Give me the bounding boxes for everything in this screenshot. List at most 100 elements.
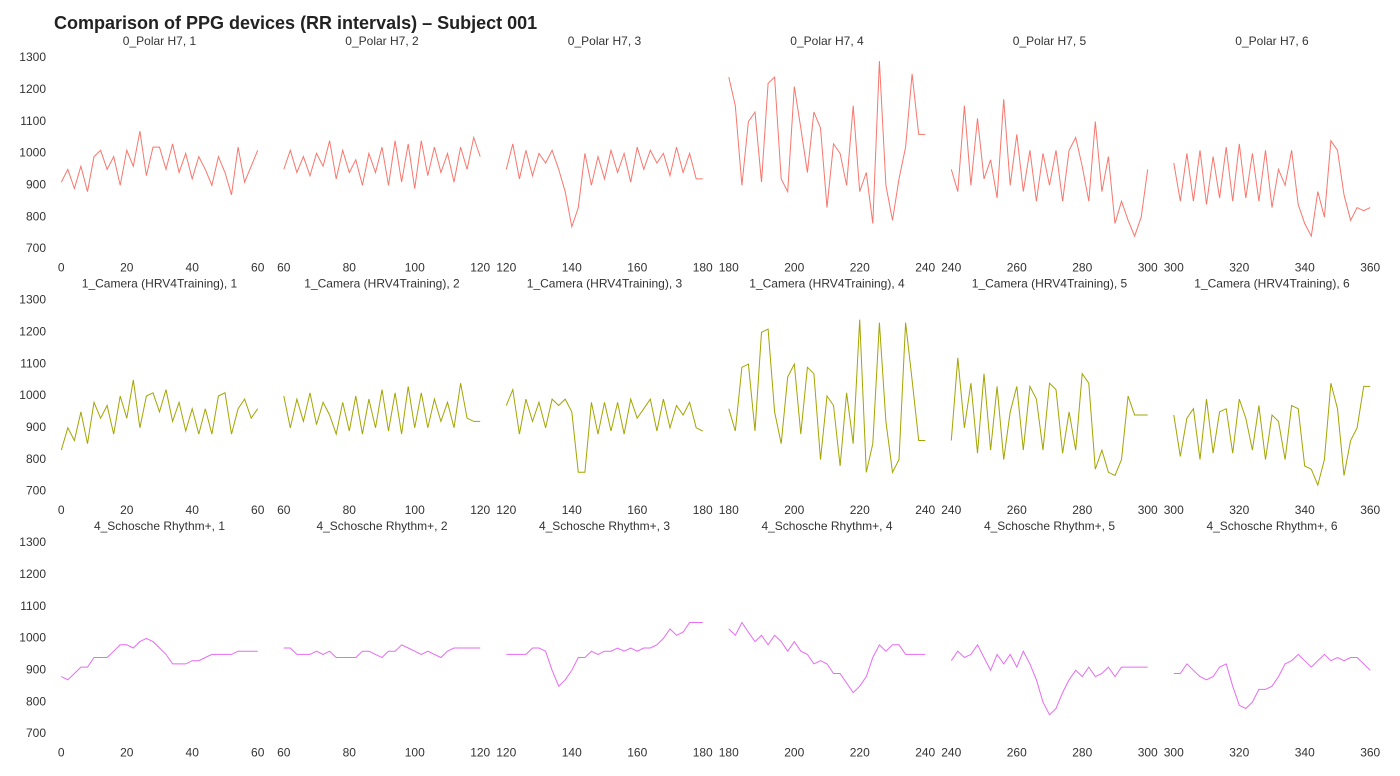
x-tick-label: 280 <box>1072 745 1092 759</box>
x-tick-label: 60 <box>277 260 291 274</box>
x-tick-label: 260 <box>1007 745 1027 759</box>
x-tick-label: 60 <box>277 745 291 759</box>
y-tick-label: 700 <box>26 484 46 498</box>
x-tick-label: 240 <box>915 260 935 274</box>
x-tick-label: 300 <box>1164 260 1184 274</box>
x-tick-label: 240 <box>941 260 961 274</box>
line-series <box>283 135 481 189</box>
x-tick-label: 300 <box>1164 503 1184 517</box>
line-series <box>505 387 703 473</box>
x-tick-label: 260 <box>1007 260 1027 274</box>
x-tick-label: 180 <box>719 745 739 759</box>
x-tick-label: 80 <box>343 503 357 517</box>
panel-title: 4_Schosche Rhythm+, 3 <box>539 519 670 533</box>
x-tick-label: 220 <box>850 745 870 759</box>
panel-title: 0_Polar H7, 5 <box>1013 34 1087 48</box>
line-series <box>61 637 258 681</box>
panel-title: 0_Polar H7, 1 <box>123 34 197 48</box>
x-tick-label: 360 <box>1360 745 1380 759</box>
x-tick-label: 360 <box>1360 260 1380 274</box>
x-tick-label: 240 <box>941 503 961 517</box>
x-tick-label: 280 <box>1072 503 1092 517</box>
panel-title: 1_Camera (HRV4Training), 6 <box>1194 276 1350 290</box>
x-tick-label: 320 <box>1229 745 1249 759</box>
panel-title: 1_Camera (HRV4Training), 2 <box>304 276 460 290</box>
y-tick-label: 1300 <box>19 535 46 549</box>
x-tick-label: 100 <box>405 503 425 517</box>
x-tick-label: 40 <box>186 745 200 759</box>
line-series <box>728 319 926 474</box>
x-tick-label: 0 <box>58 260 65 274</box>
x-tick-label: 300 <box>1138 745 1158 759</box>
y-tick-label: 1300 <box>19 293 46 307</box>
panel-title: 4_Schosche Rhythm+, 5 <box>984 519 1115 533</box>
x-tick-label: 280 <box>1072 260 1092 274</box>
y-tick-label: 700 <box>26 241 46 255</box>
x-tick-label: 320 <box>1229 260 1249 274</box>
y-tick-label: 1100 <box>20 356 46 370</box>
x-tick-label: 160 <box>627 745 647 759</box>
line-series <box>950 357 1148 477</box>
panel-title: 1_Camera (HRV4Training), 4 <box>749 276 905 290</box>
line-series <box>60 131 259 195</box>
y-tick-label: 1100 <box>20 114 46 128</box>
panel-title: 0_Polar H7, 6 <box>1235 34 1309 48</box>
x-tick-label: 120 <box>470 260 490 274</box>
x-tick-label: 120 <box>496 260 516 274</box>
x-tick-label: 0 <box>58 745 65 759</box>
x-tick-label: 220 <box>850 503 870 517</box>
x-tick-label: 180 <box>719 503 739 517</box>
line-series <box>1173 653 1371 710</box>
x-tick-label: 60 <box>251 503 265 517</box>
x-tick-label: 40 <box>186 260 200 274</box>
line-series <box>60 379 259 451</box>
x-tick-label: 120 <box>470 745 490 759</box>
panel-title: 4_Schosche Rhythm+, 4 <box>761 519 892 533</box>
x-tick-label: 300 <box>1164 745 1184 759</box>
y-tick-label: 1000 <box>19 146 46 160</box>
x-tick-label: 60 <box>277 503 291 517</box>
line-series <box>283 644 481 659</box>
y-tick-label: 800 <box>26 452 46 466</box>
x-tick-label: 80 <box>343 260 357 274</box>
x-tick-label: 200 <box>784 503 804 517</box>
x-tick-label: 100 <box>405 260 425 274</box>
x-tick-label: 180 <box>693 745 713 759</box>
x-tick-label: 60 <box>251 260 265 274</box>
y-tick-label: 1000 <box>19 388 46 402</box>
x-tick-label: 0 <box>58 503 65 517</box>
x-tick-label: 20 <box>120 260 134 274</box>
x-tick-label: 340 <box>1295 745 1315 759</box>
chart-title: Comparison of PPG devices (RR intervals)… <box>54 13 537 33</box>
panel-title: 1_Camera (HRV4Training), 3 <box>527 276 683 290</box>
panel-title: 1_Camera (HRV4Training), 5 <box>972 276 1128 290</box>
line-series <box>1173 383 1371 487</box>
y-tick-label: 1200 <box>19 324 46 338</box>
x-tick-label: 40 <box>186 503 200 517</box>
x-tick-label: 100 <box>405 745 425 759</box>
x-tick-label: 220 <box>850 260 870 274</box>
y-tick-label: 900 <box>26 420 46 434</box>
y-tick-label: 800 <box>26 209 46 223</box>
x-tick-label: 140 <box>562 260 582 274</box>
x-tick-label: 360 <box>1360 503 1380 517</box>
x-tick-label: 120 <box>470 503 490 517</box>
y-tick-label: 800 <box>26 694 46 708</box>
y-tick-label: 1200 <box>19 82 46 96</box>
x-tick-label: 240 <box>915 745 935 759</box>
y-tick-label: 700 <box>26 726 46 740</box>
x-tick-label: 200 <box>784 260 804 274</box>
line-series <box>506 622 703 688</box>
x-tick-label: 320 <box>1229 503 1249 517</box>
y-tick-label: 900 <box>26 177 46 191</box>
y-tick-label: 900 <box>26 662 46 676</box>
x-tick-label: 20 <box>120 503 134 517</box>
x-tick-label: 180 <box>719 260 739 274</box>
y-tick-label: 1300 <box>19 50 46 64</box>
x-tick-label: 340 <box>1295 503 1315 517</box>
x-tick-label: 80 <box>343 745 357 759</box>
x-tick-label: 140 <box>562 503 582 517</box>
x-tick-label: 300 <box>1138 503 1158 517</box>
line-series <box>283 383 481 436</box>
